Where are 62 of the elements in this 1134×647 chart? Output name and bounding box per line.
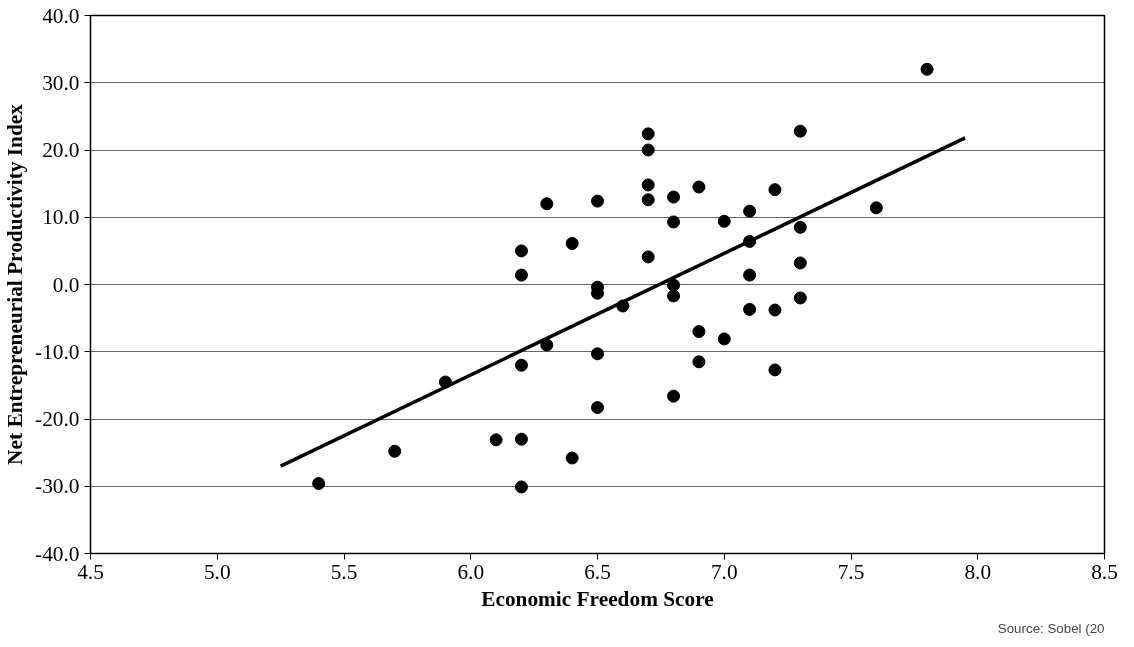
y-tick-label: 10.0 <box>42 205 80 230</box>
y-tick-label: -40.0 <box>35 541 80 566</box>
y-tick-label: 0.0 <box>52 272 80 297</box>
point <box>565 236 579 250</box>
point <box>514 358 528 372</box>
point <box>743 268 757 282</box>
y-tick-label: 30.0 <box>42 70 80 95</box>
point <box>514 268 528 282</box>
point <box>793 256 807 270</box>
y-tick-label: -10.0 <box>35 339 80 364</box>
y-tick-label: -30.0 <box>35 474 80 499</box>
point <box>667 289 681 303</box>
point <box>514 244 528 258</box>
point <box>641 193 655 207</box>
point <box>514 480 528 494</box>
x-tick-label: 5.0 <box>203 559 231 584</box>
point <box>793 124 807 138</box>
x-tick-label: 6.0 <box>457 559 485 584</box>
x-tick-label: 6.5 <box>584 559 611 584</box>
point <box>768 183 782 197</box>
point <box>540 338 554 352</box>
y-tick-label: 20.0 <box>42 138 80 162</box>
point <box>514 432 528 446</box>
x-axis-title: Economic Freedom Score <box>481 586 714 611</box>
point <box>312 477 326 491</box>
point <box>641 127 655 141</box>
point <box>591 401 604 415</box>
y-tick-label: -20.0 <box>35 407 80 431</box>
x-tick-label: 8.0 <box>964 559 992 584</box>
point <box>591 194 604 208</box>
point <box>641 178 655 192</box>
point <box>667 215 681 229</box>
y-tick-label: 40.0 <box>42 3 80 28</box>
point <box>869 201 883 215</box>
point <box>717 214 731 228</box>
point <box>768 303 782 317</box>
point <box>692 325 706 339</box>
point <box>388 444 402 458</box>
point <box>717 332 731 346</box>
point <box>667 190 681 204</box>
x-tick-label: 5.5 <box>330 559 358 584</box>
point <box>793 220 807 234</box>
y-axis-title: Net Entrepreneurial Productivity Index <box>3 103 28 465</box>
point <box>667 389 681 403</box>
point <box>540 197 554 211</box>
point <box>565 451 579 465</box>
x-tick-label: 7.5 <box>837 559 865 584</box>
x-tick-label: 7.0 <box>710 559 738 584</box>
point <box>641 250 655 264</box>
point <box>489 433 503 447</box>
x-tick-label: 8.5 <box>1091 559 1118 584</box>
point <box>641 143 655 157</box>
point <box>743 302 757 316</box>
point <box>920 62 934 76</box>
point <box>793 291 807 305</box>
x-tick-label: 4.5 <box>77 559 104 584</box>
point <box>768 363 782 377</box>
source-note: Source: Sobel (20 <box>997 620 1105 636</box>
point <box>743 204 757 218</box>
point <box>692 180 706 194</box>
point <box>692 355 706 369</box>
point <box>591 347 604 361</box>
